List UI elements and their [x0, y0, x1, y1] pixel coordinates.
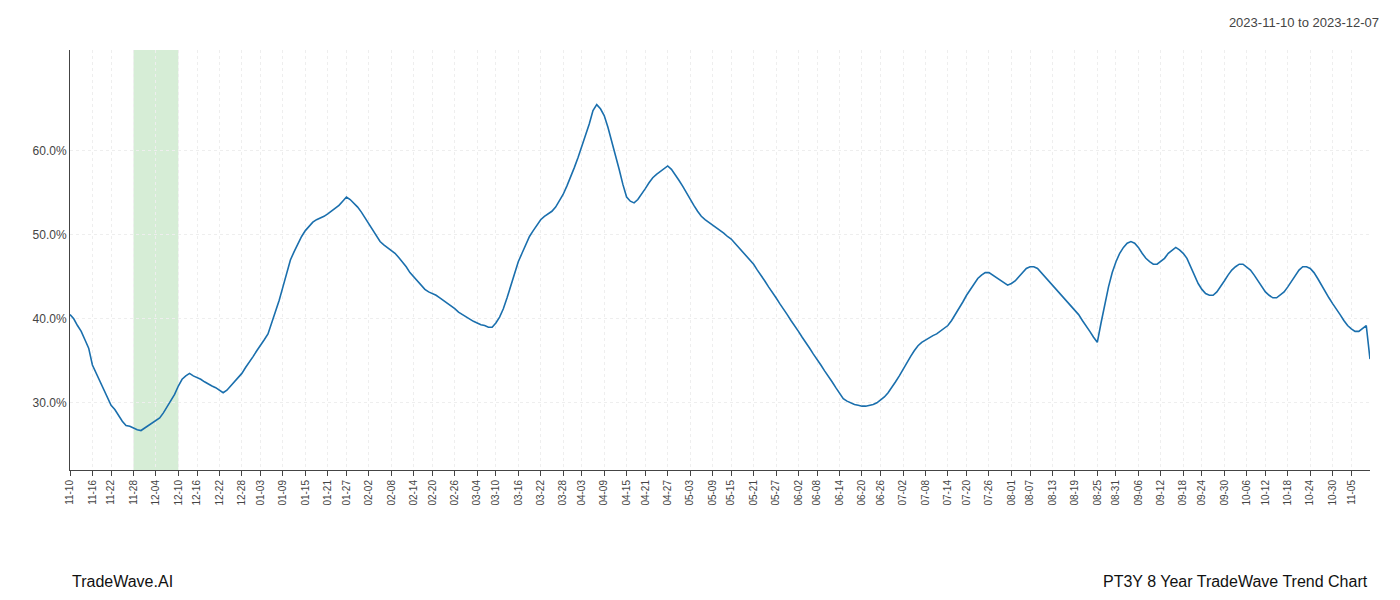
svg-text:12-04: 12-04: [150, 480, 161, 506]
svg-text:06-26: 06-26: [875, 480, 886, 506]
svg-text:08-01: 08-01: [1006, 480, 1017, 506]
svg-text:11-22: 11-22: [105, 480, 116, 505]
svg-text:01-27: 01-27: [341, 480, 352, 506]
svg-text:06-14: 06-14: [834, 480, 845, 506]
svg-text:05-21: 05-21: [748, 480, 759, 506]
svg-text:03-16: 03-16: [513, 480, 524, 506]
svg-text:10-18: 10-18: [1282, 480, 1293, 506]
svg-text:40.0%: 40.0%: [33, 312, 67, 326]
svg-text:11-10: 11-10: [64, 480, 75, 505]
svg-text:03-04: 03-04: [471, 480, 482, 506]
svg-text:07-08: 07-08: [920, 480, 931, 506]
svg-text:50.0%: 50.0%: [33, 228, 67, 242]
svg-text:2023-11-10 to 2023-12-07: 2023-11-10 to 2023-12-07: [1229, 15, 1379, 30]
svg-text:07-20: 07-20: [961, 480, 972, 506]
svg-text:09-06: 09-06: [1133, 480, 1144, 506]
svg-text:11-05: 11-05: [1346, 480, 1357, 505]
svg-text:12-10: 12-10: [173, 480, 184, 506]
svg-text:07-02: 07-02: [897, 480, 908, 506]
svg-text:02-14: 02-14: [408, 480, 419, 506]
svg-text:10-30: 10-30: [1327, 480, 1338, 506]
svg-text:08-07: 08-07: [1024, 480, 1035, 506]
svg-text:10-24: 10-24: [1304, 480, 1315, 506]
svg-text:04-09: 04-09: [598, 480, 609, 506]
svg-text:12-28: 12-28: [236, 480, 247, 506]
svg-text:02-02: 02-02: [363, 480, 374, 506]
svg-text:60.0%: 60.0%: [33, 144, 67, 158]
svg-text:03-10: 03-10: [490, 480, 501, 506]
svg-text:09-12: 09-12: [1155, 480, 1166, 506]
svg-text:11-28: 11-28: [128, 480, 139, 505]
svg-text:04-27: 04-27: [662, 480, 673, 506]
svg-text:05-15: 05-15: [725, 480, 736, 506]
svg-text:01-09: 01-09: [277, 480, 288, 506]
svg-text:10-06: 10-06: [1241, 480, 1252, 506]
svg-text:12-16: 12-16: [191, 480, 202, 506]
svg-text:11-16: 11-16: [87, 480, 98, 505]
svg-text:05-03: 05-03: [684, 480, 695, 506]
svg-text:03-22: 03-22: [535, 480, 546, 506]
svg-text:07-26: 07-26: [983, 480, 994, 506]
svg-text:30.0%: 30.0%: [33, 396, 67, 410]
svg-text:03-28: 03-28: [557, 480, 568, 506]
svg-text:09-30: 09-30: [1219, 480, 1230, 506]
svg-text:01-03: 01-03: [255, 480, 266, 506]
svg-text:04-15: 04-15: [621, 480, 632, 506]
svg-text:01-21: 01-21: [322, 480, 333, 506]
svg-text:07-14: 07-14: [942, 480, 953, 506]
svg-text:08-31: 08-31: [1110, 480, 1121, 506]
svg-text:04-03: 04-03: [576, 480, 587, 506]
svg-text:TradeWave.AI: TradeWave.AI: [72, 573, 173, 590]
svg-text:10-12: 10-12: [1260, 480, 1271, 506]
svg-text:04-21: 04-21: [640, 480, 651, 506]
svg-text:05-09: 05-09: [707, 480, 718, 506]
svg-text:08-13: 08-13: [1047, 480, 1058, 506]
svg-text:06-08: 06-08: [811, 480, 822, 506]
svg-text:01-15: 01-15: [300, 480, 311, 506]
svg-text:06-20: 06-20: [856, 480, 867, 506]
svg-text:08-19: 08-19: [1069, 480, 1080, 506]
svg-text:02-08: 02-08: [386, 480, 397, 506]
svg-text:12-22: 12-22: [214, 480, 225, 506]
svg-text:05-27: 05-27: [770, 480, 781, 506]
svg-text:09-24: 09-24: [1196, 480, 1207, 506]
svg-text:02-26: 02-26: [449, 480, 460, 506]
svg-text:06-02: 06-02: [793, 480, 804, 506]
svg-text:08-25: 08-25: [1092, 480, 1103, 506]
svg-text:09-18: 09-18: [1177, 480, 1188, 506]
svg-text:02-20: 02-20: [427, 480, 438, 506]
svg-text:PT3Y 8 Year TradeWave Trend Ch: PT3Y 8 Year TradeWave Trend Chart: [1103, 573, 1368, 590]
